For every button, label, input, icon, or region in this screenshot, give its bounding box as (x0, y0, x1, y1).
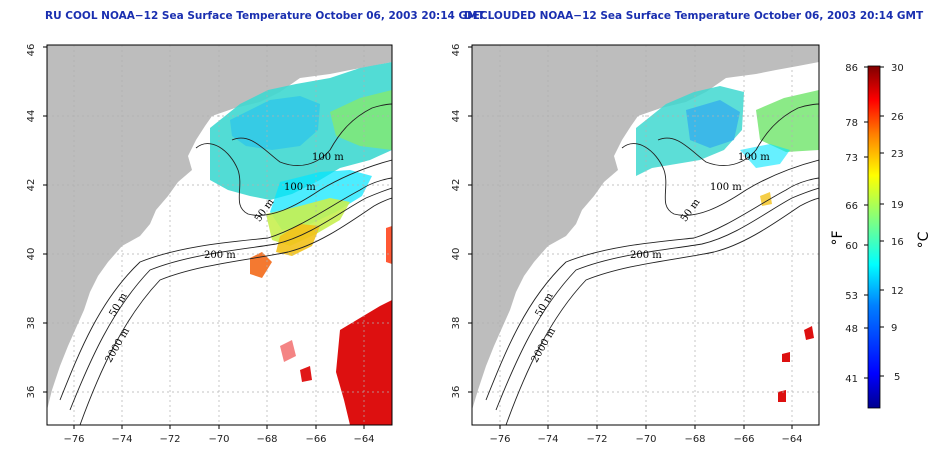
left-map-title: RU COOL NOAA−12 Sea Surface Temperature … (45, 10, 485, 22)
colorbar-fahrenheit-tick: 86 (845, 63, 858, 74)
right-y-tick-label: 36 (451, 386, 462, 399)
right-x-axis: −76 −74 −72 −70 −68 −66 −64 (489, 425, 803, 445)
left-y-axis: 36 38 40 42 44 46 (26, 44, 47, 399)
temperature-colorbar: 86 78 73 66 60 53 48 41 30 26 23 19 16 1… (830, 63, 932, 409)
right-y-tick-label: 40 (451, 248, 462, 261)
colorbar-celsius-tick: 30 (891, 63, 904, 74)
left-map-panel: 100 m 100 m 50 m 200 m 50 m 2000 m −76 −… (26, 44, 393, 445)
right-x-tick-label: −66 (733, 434, 754, 445)
left-x-tick-label: −70 (208, 434, 229, 445)
colorbar-celsius-tick: 12 (891, 286, 904, 297)
colorbar-fahrenheit-tick: 66 (845, 201, 858, 212)
left-x-axis: −76 −74 −72 −70 −68 −66 −64 (63, 425, 375, 445)
left-x-tick-label: −68 (256, 434, 277, 445)
right-y-tick-label: 38 (451, 317, 462, 330)
left-x-tick-label: −76 (63, 434, 84, 445)
left-x-tick-label: −66 (305, 434, 326, 445)
colorbar-celsius-tick: 26 (891, 112, 904, 123)
right-y-tick-label: 46 (451, 44, 462, 57)
colorbar-fahrenheit-tick: 78 (845, 118, 858, 129)
colorbar-celsius-tick: 19 (891, 200, 904, 211)
right-x-tick-label: −76 (489, 434, 510, 445)
right-x-tick-label: −74 (537, 434, 558, 445)
colorbar-fahrenheit-tick: 73 (845, 153, 858, 164)
right-x-tick-label: −64 (781, 434, 802, 445)
colorbar-celsius-tick: 23 (891, 149, 904, 160)
right-map-panel: 100 m 100 m 50 m 200 m 50 m 2000 m −76 −… (451, 44, 820, 445)
right-x-tick-label: −68 (684, 434, 705, 445)
right-contour-label-100m-south: 100 m (710, 182, 742, 193)
right-x-tick-label: −70 (635, 434, 656, 445)
left-contour-label-100m-north: 100 m (312, 152, 344, 163)
left-contour-label-100m-south: 100 m (284, 182, 316, 193)
left-x-tick-label: −72 (159, 434, 180, 445)
right-contour-label-200m: 200 m (630, 250, 662, 261)
right-sst-field (636, 86, 819, 402)
right-land-coast (472, 45, 819, 410)
colorbar-fahrenheit-tick: 53 (845, 291, 858, 302)
colorbar-fahrenheit-tick: 41 (845, 374, 858, 385)
right-y-tick-label: 44 (451, 110, 462, 123)
left-y-tick-label: 44 (26, 110, 37, 123)
left-x-tick-label: −64 (353, 434, 374, 445)
colorbar-celsius-tick: 9 (891, 323, 897, 334)
colorbar-celsius-tick: 16 (891, 237, 904, 248)
left-grid (47, 45, 392, 425)
left-x-tick-label: −74 (111, 434, 132, 445)
left-land-coast (47, 45, 392, 410)
left-y-tick-label: 38 (26, 317, 37, 330)
left-y-tick-label: 42 (26, 179, 37, 192)
left-sst-field (210, 62, 392, 425)
colorbar-fahrenheit-unit: °F (830, 230, 846, 245)
right-y-tick-label: 42 (451, 179, 462, 192)
colorbar-celsius-unit: °C (916, 231, 932, 248)
colorbar-celsius-tick: 5 (894, 372, 900, 383)
right-map-title: DECLOUDED NOAA−12 Sea Surface Temperatur… (464, 10, 924, 22)
right-x-tick-label: −72 (586, 434, 607, 445)
left-y-tick-label: 46 (26, 44, 37, 57)
left-y-tick-label: 40 (26, 248, 37, 261)
right-bathymetry-contours (485, 103, 819, 425)
left-y-tick-label: 36 (26, 386, 37, 399)
left-bathymetry-contours (59, 103, 392, 425)
colorbar-fahrenheit-tick: 60 (845, 241, 858, 252)
right-contour-label-100m-north: 100 m (738, 152, 770, 163)
colorbar-fahrenheit-tick: 48 (845, 324, 858, 335)
colorbar-gradient (867, 65, 881, 409)
right-y-axis: 36 38 40 42 44 46 (451, 44, 472, 399)
left-contour-label-200m: 200 m (204, 250, 236, 261)
right-grid (472, 45, 819, 425)
